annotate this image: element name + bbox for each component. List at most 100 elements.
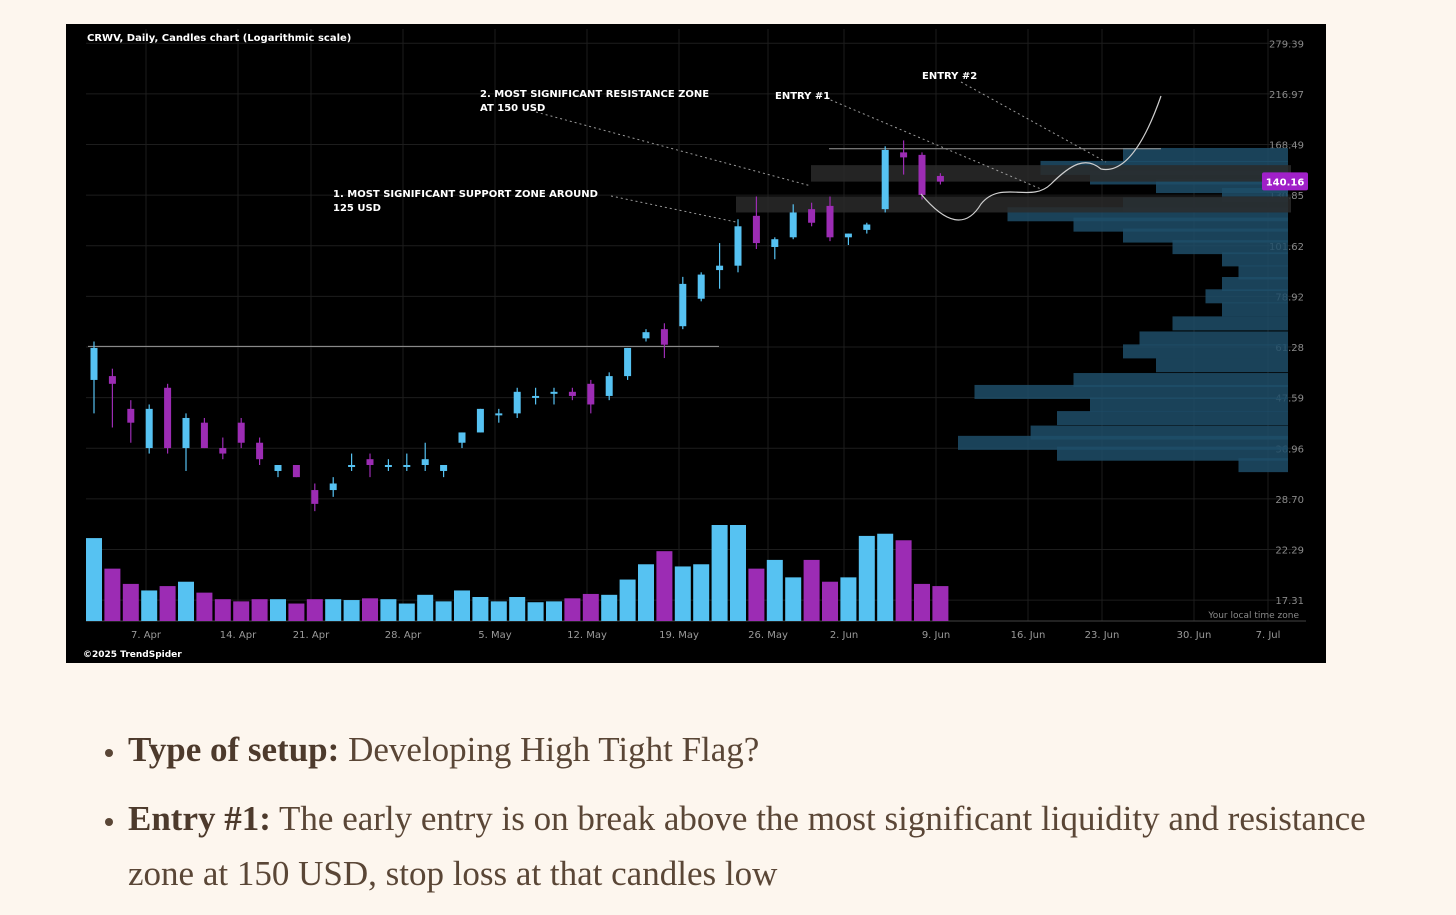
candle-body [532,395,540,398]
candle-body [752,215,760,244]
volume-profile-bar [1238,265,1288,280]
x-tick-label: 26. May [748,630,788,641]
watermark: ©2025 TrendSpider [83,650,182,660]
volume-bar [748,568,765,621]
x-tick-label: 12. May [567,630,607,641]
candle-body [458,432,466,443]
candle-body [697,274,705,299]
volume-bar [895,540,912,621]
resistance-leader [535,111,812,187]
x-tick-label: 9. Jun [922,630,950,641]
candle-body [256,442,264,460]
candlestick-chart: 279.39216.97168.49130.85101.6278.9261.28… [83,29,1308,660]
volume-bar [858,535,875,621]
candle-body [587,383,595,405]
setup-text: Developing High Tight Flag? [339,730,760,769]
volume-bar [104,568,121,621]
volume-bar [822,581,838,621]
volume-bar [141,590,158,621]
y-tick-label: 22.29 [1275,546,1304,557]
volume-profile-bar [1057,446,1288,461]
volume-bar [380,599,397,621]
volume-bar [914,583,930,621]
volume-bar [674,566,691,621]
volume-bar [766,559,783,621]
y-tick-label: 78.92 [1275,292,1304,303]
candle-body [495,413,503,416]
candle-body [716,265,724,271]
resistance-zone [811,165,1291,182]
volume-bar [932,586,949,621]
bullet-list: Type of setup: Developing High Tight Fla… [82,722,1382,901]
support-leader [610,195,737,223]
volume-profile-bar [1139,331,1288,346]
volume-profile-bar [1123,147,1288,163]
y-tick-label: 47.59 [1275,394,1304,405]
candle-body [200,422,208,449]
candle-body [237,422,245,443]
volume-bar [86,538,102,621]
list-item-entry: Entry #1: The early entry is on break ab… [128,791,1382,901]
volume-bar [730,525,746,621]
candle-body [348,464,356,467]
candle-body [108,376,116,384]
volume-profile-bar [1123,344,1288,359]
volume-bar [619,579,636,621]
entry-text: The early entry is on break above the mo… [128,799,1366,893]
candle-body [771,239,779,247]
candle-body [900,152,908,158]
volume-bar [472,597,489,621]
support-annotation-line2: 125 USD [333,203,381,214]
chart-panel: 279.39216.97168.49130.85101.6278.9261.28… [66,24,1326,663]
y-tick-label: 216.97 [1269,90,1304,101]
candle-body [292,464,300,478]
candle-body [329,483,337,491]
candle-body [311,490,319,504]
volume-bar [509,597,526,621]
volume-profile-bar [1073,373,1288,388]
price-badge [1262,172,1308,191]
volume-bar [178,581,194,621]
setup-label: Type of setup: [128,730,340,769]
entry1-annotation: ENTRY #1 [775,91,830,102]
entry1-leader [825,97,1042,190]
volume-profile-bar [1222,277,1288,292]
candle-body [513,391,521,414]
entry2-annotation: ENTRY #2 [922,71,977,82]
volume-bar [122,583,139,621]
volume-bar [803,559,820,621]
volume-profile-bar [1156,358,1288,373]
volume-bar [527,602,544,621]
volume-bar [306,599,323,621]
volume-bar [417,594,434,621]
candle-body [918,154,926,195]
volume-bar [233,601,250,621]
candle-body [863,224,871,230]
volume-bar [196,592,213,621]
volume-bar [362,598,378,621]
x-tick-label: 14. Apr [220,630,257,641]
x-tick-label: 2. Jun [830,630,858,641]
volume-bar [159,586,176,621]
volume-bar [490,601,507,621]
volume-profile-bar [1172,240,1288,255]
volume-profile-bar [1222,252,1288,267]
x-tick-label: 5. May [478,630,511,641]
volume-profile-bar [1090,397,1288,412]
resistance-annotation: 2. MOST SIGNIFICANT RESISTANCE ZONE [480,89,709,100]
volume-bar [270,599,286,621]
volume-profile-bar [1057,411,1288,426]
y-tick-label: 17.31 [1275,596,1304,607]
volume-profile-bar [1205,289,1288,304]
volume-bar [638,564,654,621]
volume-bar [564,598,581,621]
entry-label: Entry #1: [128,799,271,838]
volume-bar [656,551,673,621]
candle-body [127,408,135,423]
candle-body [881,149,889,210]
article-text: Type of setup: Developing High Tight Fla… [82,722,1382,915]
candle-body [274,464,282,471]
volume-profile-bar [1073,217,1288,232]
candle-body [90,347,98,380]
candle-body [844,233,852,238]
